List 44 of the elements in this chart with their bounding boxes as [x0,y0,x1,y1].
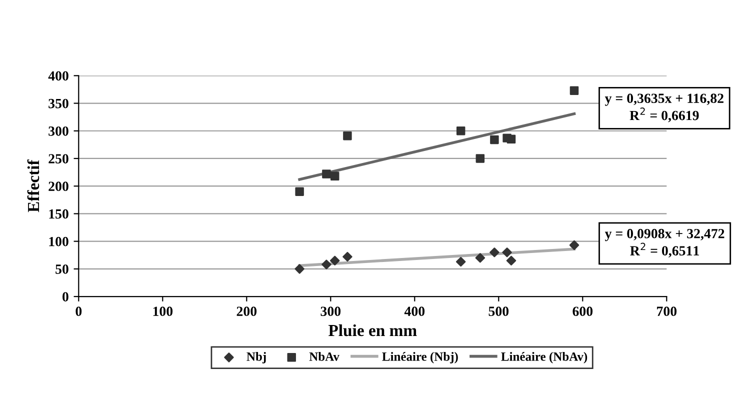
point [506,256,516,266]
y-tick-label: 350 [48,98,68,108]
x-tick-label: 300 [320,306,341,316]
point [330,256,340,266]
point [322,260,332,270]
point [322,170,331,178]
y-tick-label: 0 [62,292,68,302]
point [330,172,340,181]
annotation: y = 0,3635x + 116,82 R$^{2}$ = 0,6619 [604,94,724,122]
y-tick-label: 250 [48,154,68,164]
y-tick-label: 200 [48,182,68,192]
point [342,252,352,262]
legend-label: Nbj [246,352,266,364]
x-tick-label: 700 [657,306,677,316]
y-tick-label: 100 [49,236,68,246]
point [475,253,486,263]
y-tick-label: 50 [56,264,68,274]
point [456,256,466,267]
y-tick-label: 400 [48,71,68,81]
legend-label: NbAv [309,352,340,361]
point [295,187,304,196]
point [570,86,579,95]
x-tick-label: 0 [76,306,82,316]
point [476,154,485,163]
x-axis-title: Pluie en mm [328,324,417,336]
point [506,134,516,144]
x-tick-label: 600 [572,306,593,316]
x-tick-label: 100 [153,306,173,316]
point [490,135,499,144]
point [569,240,580,250]
x-tick-label: 500 [488,306,509,316]
y-tick-label: 300 [48,126,68,136]
legend-label: Linéaire (Nbj) [382,352,458,364]
y-tick-label: 150 [49,209,68,219]
point [456,126,466,136]
point [490,247,500,258]
x-tick-label: 400 [404,306,425,316]
point [294,264,304,274]
legend-label: Linéaire (NbAv) [501,352,588,364]
annotation: y = 0,0908x + 32,472 R$^{2}$ = 0,6511 [604,228,724,258]
x-tick-label: 200 [236,306,257,316]
y-axis-title: Effectif [27,160,40,212]
point [343,131,352,140]
point [502,247,512,258]
